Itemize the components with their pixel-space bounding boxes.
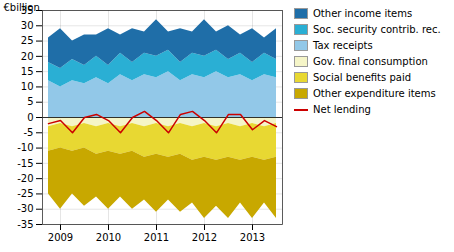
svg-text:2009: 2009 [48, 232, 73, 243]
svg-text:2010: 2010 [96, 232, 121, 243]
svg-text:-30: -30 [17, 203, 33, 214]
svg-text:0: 0 [27, 112, 33, 123]
html-text:Social benefits paid: Social benefits paid [313, 72, 411, 83]
svg-text:-35: -35 [17, 219, 33, 230]
svg-text:-5: -5 [24, 127, 34, 138]
html-text:Soc. security contrib. rec.: Soc. security contrib. rec. [313, 24, 441, 35]
svg-text:15: 15 [21, 66, 34, 77]
svg-text:25: 25 [21, 35, 34, 46]
svg-text:20: 20 [21, 51, 34, 62]
html-text:Gov. final consumption: Gov. final consumption [313, 56, 428, 67]
svg-text:10: 10 [21, 81, 34, 92]
svg-text:-10: -10 [17, 142, 33, 153]
svg-text:2011: 2011 [144, 232, 169, 243]
html-text:Net lending: Net lending [313, 104, 371, 115]
svg-text:5: 5 [27, 96, 33, 107]
html-text:Other income items: Other income items [313, 8, 413, 19]
html-text:Tax receipts: Tax receipts [313, 40, 373, 51]
svg-text:30: 30 [21, 20, 34, 31]
svg-text:-20: -20 [17, 173, 33, 184]
html-text:Other expenditure items: Other expenditure items [313, 88, 436, 99]
svg-text:€billion: €billion [4, 2, 40, 13]
svg-text:2012: 2012 [192, 232, 217, 243]
svg-text:2013: 2013 [240, 232, 265, 243]
svg-text:-25: -25 [17, 188, 33, 199]
svg-text:-15: -15 [17, 158, 33, 169]
